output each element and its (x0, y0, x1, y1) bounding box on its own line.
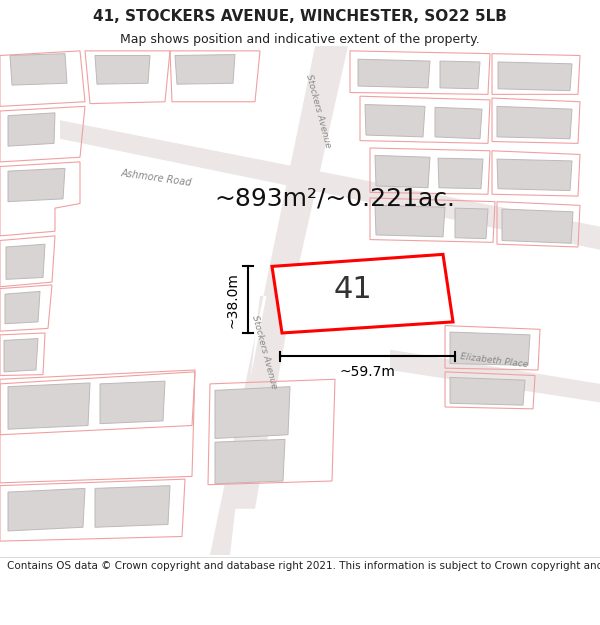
Polygon shape (6, 244, 45, 279)
Polygon shape (435, 107, 482, 139)
Text: 41, STOCKERS AVENUE, WINCHESTER, SO22 5LB: 41, STOCKERS AVENUE, WINCHESTER, SO22 5L… (93, 9, 507, 24)
Polygon shape (8, 113, 55, 146)
Polygon shape (270, 46, 348, 278)
Polygon shape (215, 439, 285, 484)
Polygon shape (60, 120, 600, 250)
Polygon shape (8, 488, 85, 531)
Text: 41: 41 (333, 275, 372, 304)
Polygon shape (440, 61, 480, 89)
Polygon shape (210, 46, 345, 555)
Polygon shape (497, 106, 572, 139)
Polygon shape (455, 208, 488, 239)
Polygon shape (95, 56, 150, 84)
Text: Ashmore Road: Ashmore Road (120, 168, 192, 187)
Polygon shape (100, 381, 165, 424)
Polygon shape (4, 339, 38, 372)
Text: Elizabeth Place: Elizabeth Place (460, 352, 529, 369)
Text: ~893m²/~0.221ac.: ~893m²/~0.221ac. (215, 187, 455, 211)
Polygon shape (365, 104, 425, 137)
Polygon shape (502, 209, 573, 243)
Polygon shape (390, 349, 600, 403)
Text: Stockers Avenue: Stockers Avenue (250, 314, 278, 389)
Text: Map shows position and indicative extent of the property.: Map shows position and indicative extent… (120, 33, 480, 46)
Polygon shape (358, 59, 430, 88)
Polygon shape (8, 383, 90, 429)
Polygon shape (5, 291, 40, 324)
Text: ~38.0m: ~38.0m (226, 272, 240, 328)
Text: ~59.7m: ~59.7m (340, 366, 395, 379)
Polygon shape (375, 206, 445, 237)
Polygon shape (450, 378, 525, 405)
Polygon shape (8, 168, 65, 202)
Polygon shape (375, 156, 430, 188)
Polygon shape (225, 278, 296, 509)
Text: Stockers Avenue: Stockers Avenue (304, 73, 332, 149)
Polygon shape (215, 387, 290, 439)
Polygon shape (272, 254, 453, 333)
Polygon shape (450, 332, 530, 366)
Text: Contains OS data © Crown copyright and database right 2021. This information is : Contains OS data © Crown copyright and d… (7, 561, 600, 571)
Polygon shape (438, 158, 483, 189)
Polygon shape (497, 159, 572, 191)
Polygon shape (10, 54, 67, 85)
Polygon shape (498, 62, 572, 91)
Polygon shape (175, 54, 235, 84)
Polygon shape (95, 486, 170, 528)
